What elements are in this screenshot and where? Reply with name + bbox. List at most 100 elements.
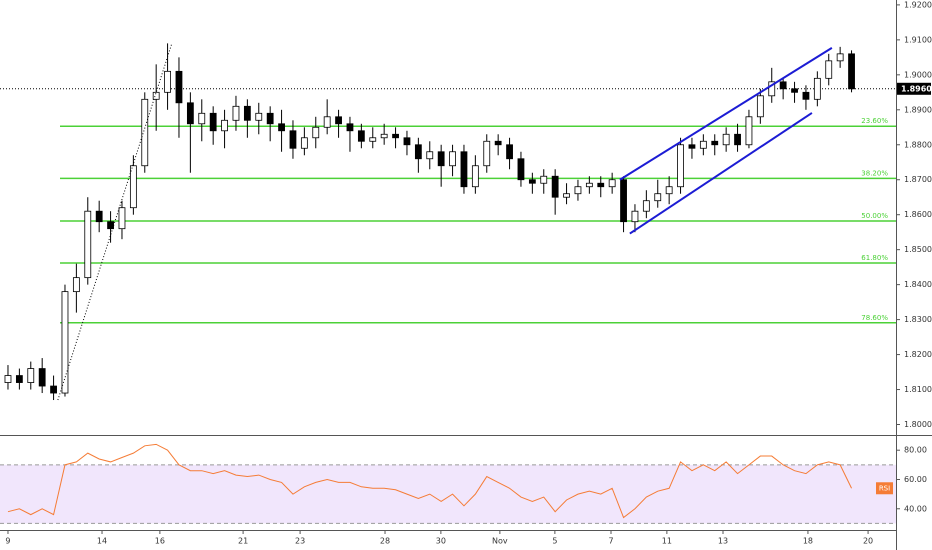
candle-body xyxy=(61,291,69,394)
y-tick-label: 40.00 xyxy=(904,504,927,513)
candle-body xyxy=(574,186,582,195)
x-tick-label: 21 xyxy=(238,537,248,546)
candle-body xyxy=(346,123,354,132)
candle-body xyxy=(426,151,434,160)
candle-body xyxy=(848,53,855,90)
candle-body xyxy=(50,385,57,394)
candle-body xyxy=(665,186,673,195)
y-tick-label: 80.00 xyxy=(904,446,927,455)
y-tick-label: 1.90000 xyxy=(904,70,932,79)
candle-body xyxy=(836,53,844,62)
candle-body xyxy=(95,210,103,223)
candle-body xyxy=(255,112,263,121)
candle-body xyxy=(688,144,696,149)
candle-body xyxy=(471,165,479,188)
candle-body xyxy=(677,144,684,188)
candle-body xyxy=(517,158,525,181)
fib-label: 23.60% xyxy=(861,117,888,125)
candle-body xyxy=(745,116,753,146)
x-tick-label: 18 xyxy=(803,537,813,546)
legend-label: RSI xyxy=(879,484,890,492)
candle-body xyxy=(791,88,798,93)
y-tick-label: 1.86000 xyxy=(904,210,932,219)
candle-body xyxy=(27,368,35,383)
candle-body xyxy=(654,193,662,202)
candle-body xyxy=(506,144,513,160)
x-tick-label: 14 xyxy=(97,537,107,546)
y-tick-label: 1.84000 xyxy=(904,280,932,289)
candle-body xyxy=(768,81,776,97)
candle-body xyxy=(734,133,741,146)
candle-body xyxy=(335,116,342,125)
y-tick-label: 1.87000 xyxy=(904,175,932,184)
candle-body xyxy=(72,277,80,293)
candle-body xyxy=(608,179,616,188)
candle-body xyxy=(221,119,228,132)
last-price-label: 1.89601 xyxy=(901,84,932,93)
candle-body xyxy=(528,179,536,184)
candle-body xyxy=(232,105,240,121)
candle-body xyxy=(551,175,559,198)
candle-body xyxy=(802,91,810,100)
fib-label: 78.60% xyxy=(861,314,888,322)
candle-body xyxy=(722,133,730,146)
candle-body xyxy=(369,137,377,142)
candle-body xyxy=(494,140,502,146)
candle-body xyxy=(15,375,23,383)
candle-body xyxy=(84,210,92,279)
candle-body xyxy=(300,137,308,149)
candle-body xyxy=(403,137,411,146)
candle-body xyxy=(243,105,251,121)
y-tick-label: 1.85000 xyxy=(904,245,932,254)
candle-body xyxy=(266,112,274,125)
candle-body xyxy=(357,130,365,142)
candle-body xyxy=(118,207,126,230)
rsi-label-box xyxy=(876,482,893,495)
trendline xyxy=(619,47,833,181)
candle-body xyxy=(392,133,399,139)
y-tick-label: 1.92000 xyxy=(904,0,932,9)
candle-body xyxy=(620,179,627,223)
rsi-band xyxy=(0,464,896,524)
trendline xyxy=(57,43,173,401)
candle-body xyxy=(289,130,297,149)
candle-body xyxy=(756,95,764,118)
fib-label: 50.00% xyxy=(861,212,888,220)
y-tick-label: 1.82000 xyxy=(904,350,932,359)
x-tick-label: 7 xyxy=(608,537,613,546)
candle-body xyxy=(175,70,183,104)
candle-body xyxy=(380,133,388,139)
candle-body xyxy=(483,140,491,167)
x-tick-label: 23 xyxy=(295,537,305,546)
rsi-line xyxy=(7,443,852,519)
last-price-box xyxy=(897,82,931,95)
candle-body xyxy=(312,126,320,139)
candle-body xyxy=(460,151,468,188)
y-tick-label: 60.00 xyxy=(904,475,927,484)
candle-body xyxy=(540,175,548,184)
candle-body xyxy=(563,193,570,198)
y-tick-label: 1.88000 xyxy=(904,140,932,149)
x-tick-label: 9 xyxy=(5,537,10,546)
y-tick-label: 1.89000 xyxy=(904,105,932,114)
candle-body xyxy=(449,151,456,167)
candle-body xyxy=(711,140,719,146)
candle-body xyxy=(323,116,331,128)
y-tick-label: 1.80000 xyxy=(904,420,932,429)
x-tick-label: 13 xyxy=(718,537,728,546)
fib-label: 61.80% xyxy=(861,254,888,262)
x-tick-label: 30 xyxy=(436,537,446,546)
x-tick-label: 20 xyxy=(863,537,873,546)
x-tick-label: 16 xyxy=(155,537,165,546)
candle-body xyxy=(813,77,821,100)
candle-body xyxy=(141,98,149,167)
candle-body xyxy=(129,165,137,209)
x-tick-label: 28 xyxy=(380,537,390,546)
trendline xyxy=(629,112,813,235)
candle-body xyxy=(278,123,285,132)
y-tick-label: 1.81000 xyxy=(904,385,932,394)
candle-body xyxy=(198,112,206,125)
candle-body xyxy=(585,182,593,188)
